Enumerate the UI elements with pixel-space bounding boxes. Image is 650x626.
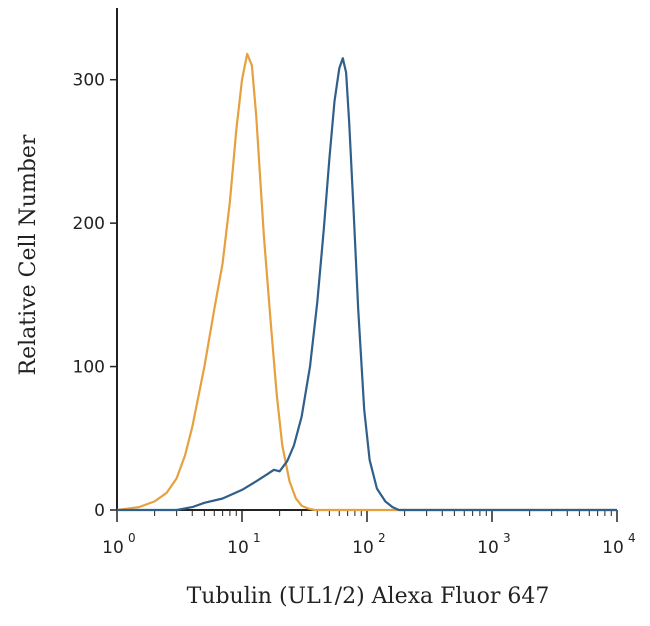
x-tick-exponent: 3 <box>503 531 511 545</box>
x-tick-label: 10 <box>477 538 499 558</box>
y-tick-label: 300 <box>73 71 105 91</box>
y-tick-label: 200 <box>73 214 105 234</box>
x-tick-label: 10 <box>352 538 374 558</box>
x-tick-label: 10 <box>102 538 124 558</box>
y-tick-label: 100 <box>73 358 105 378</box>
series-layer <box>116 52 617 512</box>
series-line-1 <box>116 52 617 512</box>
x-tick-exponent: 0 <box>128 531 136 545</box>
x-tick-exponent: 1 <box>253 531 261 545</box>
x-tick-exponent: 2 <box>378 531 386 545</box>
y-axis-title: Relative Cell Number <box>16 134 41 375</box>
series-line-2 <box>117 57 617 512</box>
y-tick-label: 0 <box>94 501 105 521</box>
x-tick-label: 10 <box>227 538 249 558</box>
x-tick-exponent: 4 <box>628 531 636 545</box>
x-axis-title: Tubulin (UL1/2) Alexa Fluor 647 <box>187 584 550 609</box>
x-tick-label: 10 <box>602 538 624 558</box>
